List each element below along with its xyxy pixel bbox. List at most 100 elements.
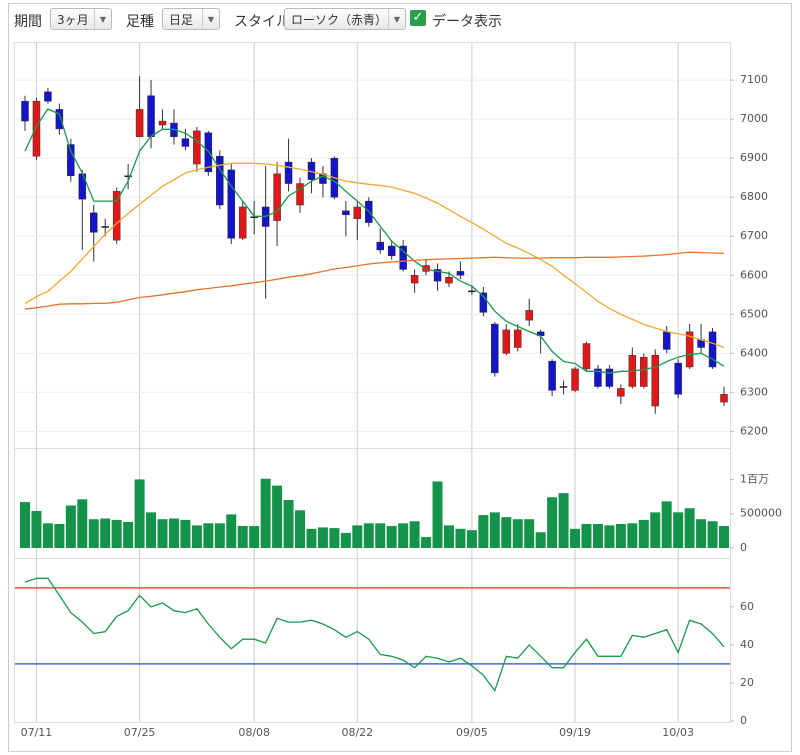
- volume-bar: [558, 493, 569, 548]
- volume-bar: [375, 523, 386, 548]
- x-tick-label: 08/22: [341, 726, 373, 739]
- candle-body: [491, 323, 499, 374]
- candle-body: [502, 329, 511, 354]
- period-value: 3ヶ月: [57, 13, 89, 27]
- volume-bar: [466, 530, 477, 548]
- volume-bar: [684, 508, 695, 548]
- candle-body: [112, 191, 121, 241]
- volume-bar: [249, 526, 260, 548]
- volume-bar: [329, 528, 340, 548]
- bar-select[interactable]: 日足 ▼: [162, 8, 220, 30]
- frame: [8, 3, 792, 752]
- x-tick-label: 08/08: [238, 726, 270, 739]
- volume-bar: [719, 526, 729, 548]
- y-tick-label: 6800: [740, 190, 768, 203]
- candle-body: [399, 245, 407, 270]
- x-tick-label: 07/25: [124, 726, 156, 739]
- volume-bar: [203, 523, 214, 548]
- candle-body: [90, 212, 98, 233]
- period-select[interactable]: 3ヶ月 ▼: [50, 8, 112, 30]
- y-tick-label: 6200: [740, 424, 768, 437]
- volume-bar: [627, 523, 638, 548]
- volume-bar: [363, 523, 374, 548]
- candle-body: [376, 241, 384, 251]
- candle-body: [410, 275, 419, 284]
- volume-bar: [42, 523, 53, 548]
- y-tick-label: 1百万: [740, 472, 769, 485]
- candle-body: [479, 292, 488, 313]
- volume-bar: [272, 485, 283, 548]
- candle-body: [640, 356, 648, 387]
- volume-bar: [592, 524, 603, 548]
- y-tick-label: 6500: [740, 307, 768, 320]
- volume-bar: [54, 524, 65, 548]
- candle-body: [273, 173, 281, 221]
- y-tick-label: 6700: [740, 229, 768, 242]
- candle-body: [674, 362, 682, 395]
- line-series: [24, 577, 725, 692]
- volume-bar: [570, 528, 581, 548]
- style-select[interactable]: ローソク（赤青） ▼: [284, 8, 406, 30]
- volume-bar: [455, 528, 466, 548]
- volume-bar: [214, 523, 225, 548]
- volume-bar: [157, 519, 168, 548]
- volume-bar: [237, 526, 248, 548]
- volume-bar: [260, 478, 271, 548]
- volume-bar: [111, 519, 122, 548]
- volume-bar: [20, 502, 30, 548]
- candle-body: [296, 183, 304, 206]
- candle-body: [651, 355, 659, 407]
- candle-body: [227, 169, 236, 239]
- candle-body: [44, 91, 52, 102]
- y-tick-label: 0: [740, 714, 747, 727]
- volume-bar: [604, 525, 615, 548]
- plot-frame: [14, 42, 731, 723]
- candle-body: [238, 206, 247, 239]
- volume-bar: [650, 512, 661, 548]
- volume-bar: [696, 519, 707, 548]
- y-tick-label: 500000: [740, 507, 782, 520]
- candle-body: [513, 329, 522, 348]
- volume-bar: [409, 521, 420, 548]
- volume-bar: [615, 524, 626, 548]
- volume-bar: [65, 505, 76, 548]
- volume-bar: [535, 532, 546, 548]
- candle-body: [685, 331, 694, 368]
- bar-label: 足種: [126, 14, 154, 30]
- candle-body: [468, 290, 476, 293]
- line-series: [24, 251, 725, 310]
- volume-bar: [168, 518, 179, 548]
- volume-bar: [352, 525, 363, 548]
- candle-body: [124, 175, 132, 177]
- candle-body: [353, 206, 362, 219]
- period-label: 期間: [14, 14, 42, 30]
- volume-bar: [489, 512, 500, 548]
- volume-bar: [638, 519, 649, 548]
- candle-body: [582, 343, 591, 370]
- volume-bar: [398, 523, 409, 548]
- data-checkbox[interactable]: ✓: [410, 10, 426, 26]
- line-series: [24, 162, 725, 349]
- candle-body: [720, 394, 728, 403]
- y-tick-label: 6600: [740, 268, 768, 281]
- candle-body: [101, 226, 109, 228]
- volume-bar: [340, 532, 351, 548]
- line-series: [24, 108, 725, 374]
- candle-body: [617, 388, 625, 397]
- volume-bar: [123, 521, 134, 548]
- volume-bar: [226, 514, 237, 548]
- candle-body: [135, 109, 144, 137]
- volume-bar: [134, 479, 145, 548]
- candle-body: [216, 155, 224, 206]
- x-tick-label: 10/03: [662, 726, 694, 739]
- volume-bar: [146, 512, 157, 548]
- x-tick-label: 07/11: [21, 726, 53, 739]
- candle-body: [422, 265, 430, 272]
- dropdown-arrow: ▼: [94, 9, 111, 29]
- x-tick-label: 09/19: [559, 726, 591, 739]
- volume-bar: [501, 517, 512, 548]
- candle-body: [193, 130, 201, 165]
- candle-body: [605, 368, 614, 387]
- toolbar: 期間 3ヶ月 ▼ 足種 日足 ▼ スタイル ローソク（赤青） ▼ ✓ データ表示: [0, 0, 800, 40]
- volume-bar: [283, 500, 294, 548]
